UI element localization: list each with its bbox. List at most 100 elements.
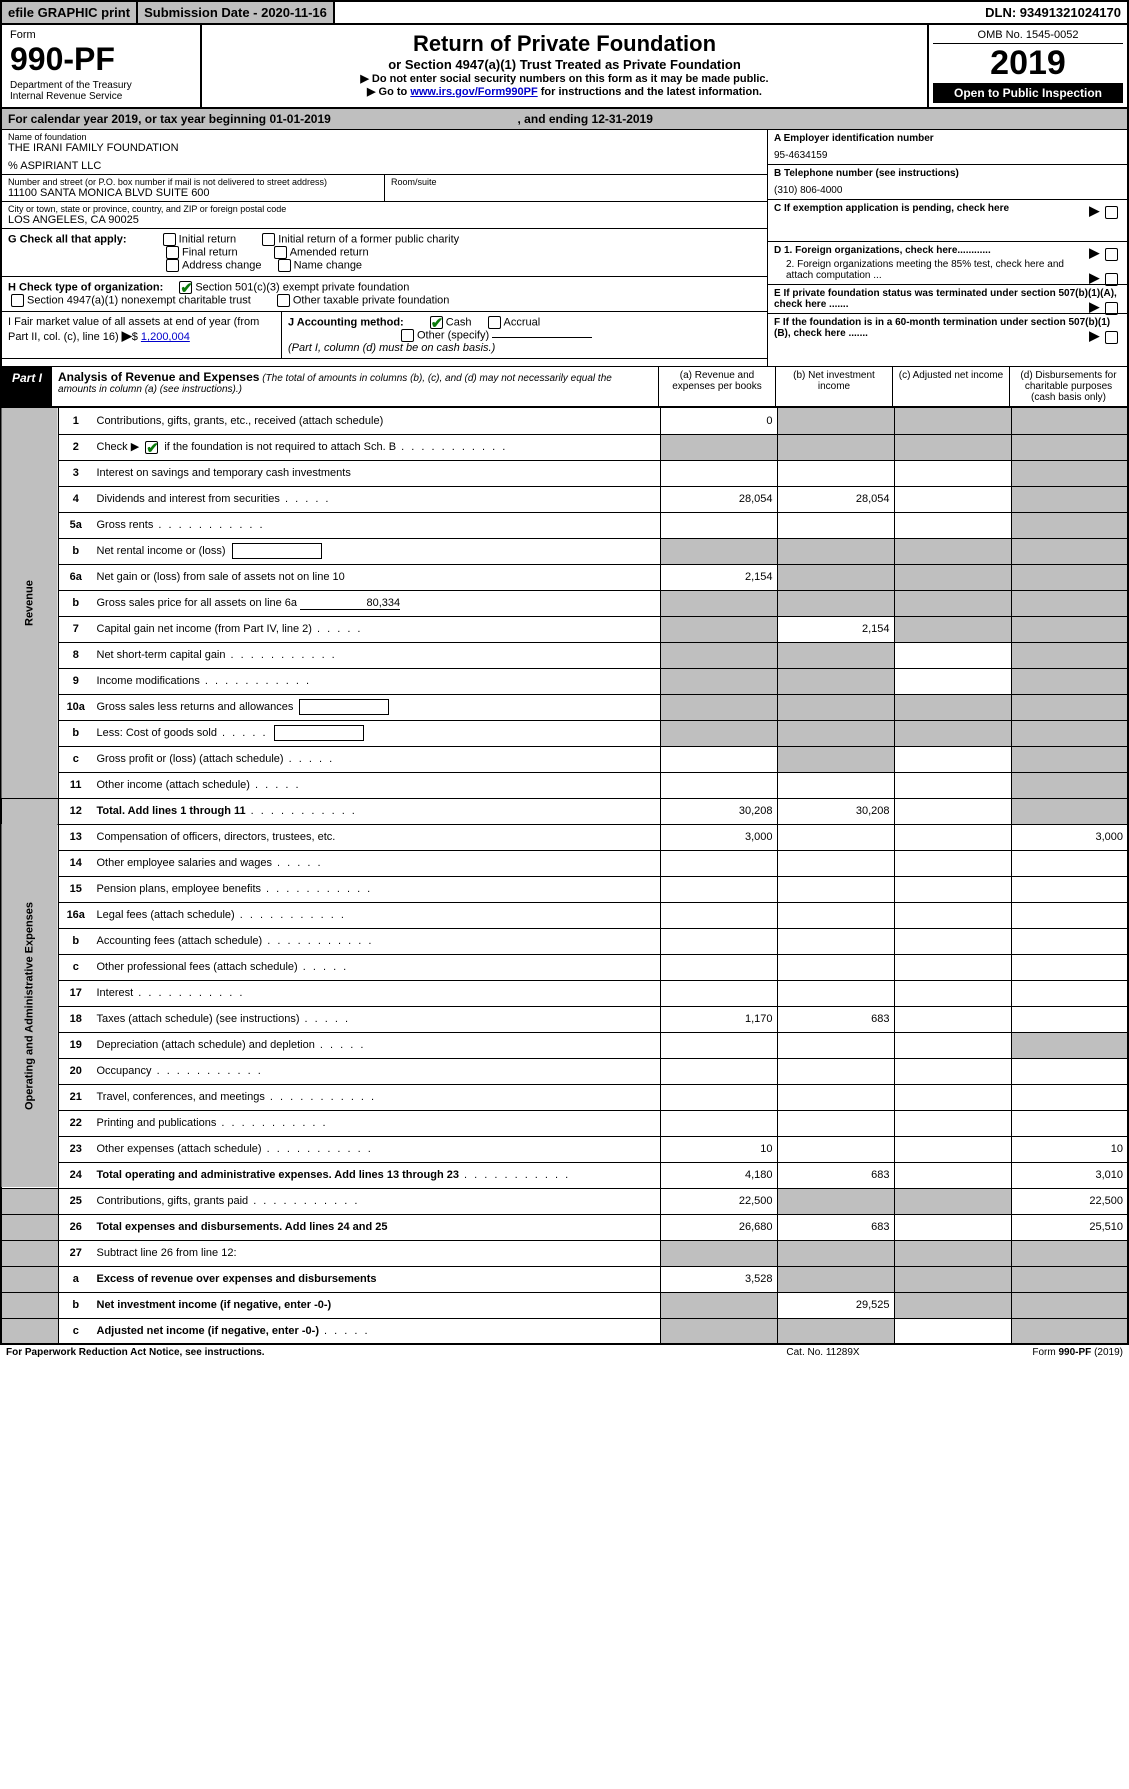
pra-notice: For Paperwork Reduction Act Notice, see … — [6, 1347, 723, 1358]
accounting-method-label: J Accounting method: — [288, 316, 404, 328]
efile-print-button[interactable]: efile GRAPHIC print — [2, 2, 138, 23]
col-a-header: (a) Revenue and expenses per books — [659, 367, 776, 406]
chk-501c3[interactable] — [179, 281, 192, 294]
f-label: F If the foundation is in a 60-month ter… — [774, 317, 1110, 339]
col-b-header: (b) Net investment income — [776, 367, 893, 406]
table-row: 10aGross sales less returns and allowanc… — [1, 694, 1128, 720]
table-row: cAdjusted net income (if negative, enter… — [1, 1318, 1128, 1344]
fmv-value[interactable]: 1,200,004 — [141, 331, 190, 343]
chk-other-taxable[interactable] — [277, 294, 290, 307]
table-row: 12Total. Add lines 1 through 1130,20830,… — [1, 798, 1128, 824]
pending-label: C If exemption application is pending, c… — [774, 203, 1009, 214]
chk-other-method[interactable] — [401, 329, 414, 342]
form-label: Form — [10, 29, 192, 41]
chk-pending[interactable] — [1105, 206, 1118, 219]
fmv-label: I Fair market value of all assets at end… — [8, 316, 259, 343]
dept-treasury: Department of the Treasury Internal Reve… — [10, 80, 192, 102]
part1-tag: Part I — [2, 367, 52, 406]
d2-label: 2. Foreign organizations meeting the 85%… — [786, 259, 1064, 281]
name-label: Name of foundation — [8, 132, 761, 142]
table-row: 24Total operating and administrative exp… — [1, 1162, 1128, 1188]
chk-accrual[interactable] — [488, 316, 501, 329]
table-row: cGross profit or (loss) (attach schedule… — [1, 746, 1128, 772]
table-row: Revenue 1 Contributions, gifts, grants, … — [1, 408, 1128, 434]
instruction-1: ▶ Do not enter social security numbers o… — [208, 72, 921, 85]
form-header: Form 990-PF Department of the Treasury I… — [0, 25, 1129, 109]
table-row: 17Interest — [1, 980, 1128, 1006]
care-of: % ASPIRIANT LLC — [8, 160, 761, 172]
table-row: Operating and Administrative Expenses 13… — [1, 824, 1128, 850]
chk-initial-return[interactable] — [163, 233, 176, 246]
d1-label: D 1. Foreign organizations, check here..… — [774, 245, 991, 256]
addr-label: Number and street (or P.O. box number if… — [8, 177, 378, 187]
form-footer: Form 990-PF (2019) — [923, 1347, 1123, 1358]
chk-4947[interactable] — [11, 294, 24, 307]
table-row: bAccounting fees (attach schedule) — [1, 928, 1128, 954]
table-row: 21Travel, conferences, and meetings — [1, 1084, 1128, 1110]
chk-final-return[interactable] — [166, 246, 179, 259]
table-row: 5aGross rents — [1, 512, 1128, 538]
city-state-zip: LOS ANGELES, CA 90025 — [8, 214, 761, 226]
table-row: 14Other employee salaries and wages — [1, 850, 1128, 876]
table-row: 22Printing and publications — [1, 1110, 1128, 1136]
table-row: 7Capital gain net income (from Part IV, … — [1, 616, 1128, 642]
street-address: 11100 SANTA MONICA BLVD SUITE 600 — [8, 187, 378, 199]
chk-terminated[interactable] — [1105, 302, 1118, 315]
part1-table: Revenue 1 Contributions, gifts, grants, … — [0, 408, 1129, 1345]
section-ij: I Fair market value of all assets at end… — [2, 312, 767, 359]
calendar-year-row: For calendar year 2019, or tax year begi… — [0, 109, 1129, 130]
submission-date: Submission Date - 2020-11-16 — [138, 2, 335, 23]
tax-year: 2019 — [933, 44, 1123, 83]
table-row: 15Pension plans, employee benefits — [1, 876, 1128, 902]
ein-label: A Employer identification number — [774, 133, 1121, 144]
table-row: 20Occupancy — [1, 1058, 1128, 1084]
table-row: bNet rental income or (loss) — [1, 538, 1128, 564]
irs-link[interactable]: www.irs.gov/Form990PF — [410, 86, 537, 98]
foundation-name: THE IRANI FAMILY FOUNDATION — [8, 142, 761, 154]
chk-initial-former[interactable] — [262, 233, 275, 246]
table-row: cOther professional fees (attach schedul… — [1, 954, 1128, 980]
part1-title: Analysis of Revenue and Expenses — [58, 370, 259, 384]
ein-value: 95-4634159 — [774, 150, 1121, 161]
page-footer: For Paperwork Reduction Act Notice, see … — [0, 1345, 1129, 1360]
chk-cash[interactable] — [430, 316, 443, 329]
col-c-header: (c) Adjusted net income — [893, 367, 1010, 406]
e-label: E If private foundation status was termi… — [774, 288, 1117, 310]
table-row: 6aNet gain or (loss) from sale of assets… — [1, 564, 1128, 590]
entity-info: Name of foundation THE IRANI FAMILY FOUN… — [0, 130, 1129, 366]
section-h: H Check type of organization: Section 50… — [2, 277, 767, 312]
top-bar: efile GRAPHIC print Submission Date - 20… — [0, 0, 1129, 25]
table-row: 26Total expenses and disbursements. Add … — [1, 1214, 1128, 1240]
city-label: City or town, state or province, country… — [8, 204, 761, 214]
chk-foreign-org[interactable] — [1105, 248, 1118, 261]
table-row: 3Interest on savings and temporary cash … — [1, 460, 1128, 486]
form-number: 990-PF — [10, 41, 192, 78]
omb-number: OMB No. 1545-0052 — [933, 29, 1123, 44]
table-row: 8Net short-term capital gain — [1, 642, 1128, 668]
table-row: 2 Check ▶ if the foundation is not requi… — [1, 434, 1128, 460]
dln: DLN: 93491321024170 — [979, 2, 1127, 23]
table-row: 9Income modifications — [1, 668, 1128, 694]
table-row: 4Dividends and interest from securities2… — [1, 486, 1128, 512]
phone-value: (310) 806-4000 — [774, 185, 1121, 196]
table-row: bLess: Cost of goods sold — [1, 720, 1128, 746]
expenses-side-label: Operating and Administrative Expenses — [1, 824, 59, 1188]
chk-no-sch-b[interactable] — [145, 441, 158, 454]
table-row: 11Other income (attach schedule) — [1, 772, 1128, 798]
form-subtitle: or Section 4947(a)(1) Trust Treated as P… — [208, 57, 921, 72]
table-row: 25Contributions, gifts, grants paid22,50… — [1, 1188, 1128, 1214]
chk-85pct[interactable] — [1105, 273, 1118, 286]
chk-address-change[interactable] — [166, 259, 179, 272]
open-to-public: Open to Public Inspection — [933, 83, 1123, 103]
room-label: Room/suite — [391, 177, 761, 187]
chk-60month[interactable] — [1105, 331, 1118, 344]
part1-header: Part I Analysis of Revenue and Expenses … — [0, 366, 1129, 408]
phone-label: B Telephone number (see instructions) — [774, 168, 1121, 179]
col-d-header: (d) Disbursements for charitable purpose… — [1010, 367, 1127, 406]
cash-basis-note: (Part I, column (d) must be on cash basi… — [288, 342, 495, 354]
chk-name-change[interactable] — [278, 259, 291, 272]
chk-amended-return[interactable] — [274, 246, 287, 259]
instruction-2: ▶ Go to www.irs.gov/Form990PF for instru… — [208, 85, 921, 98]
table-row: 27Subtract line 26 from line 12: — [1, 1240, 1128, 1266]
table-row: bGross sales price for all assets on lin… — [1, 590, 1128, 616]
